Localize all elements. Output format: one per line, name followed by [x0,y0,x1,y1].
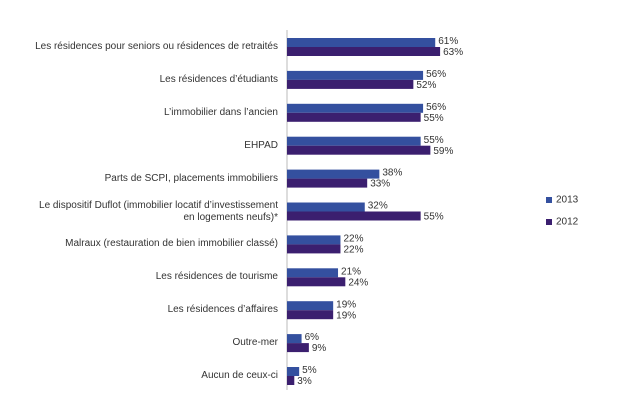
value-label: 55% [424,212,444,223]
category-label-box: Les résidences pour seniors ou résidence… [35,41,278,52]
category-label: Les résidences pour seniors ou résidence… [35,41,278,52]
bar [287,334,302,344]
bar [287,103,424,113]
category-label: Aucun de ceux-ci [201,370,278,381]
value-label: 55% [424,135,444,146]
value-label: 9% [312,343,327,354]
value-label: 61% [438,36,458,47]
category-label-box: Les résidences d’affaires [167,304,278,316]
bar [287,343,309,353]
bar [287,136,421,146]
value-label: 24% [348,277,368,288]
value-label: 5% [302,365,317,376]
category-label: Les résidences d’étudiants [159,73,278,85]
legend-label: 2013 [556,195,579,206]
category-label: Parts de SCPI, placements immobiliers [104,172,278,184]
bar [287,47,441,56]
value-label: 33% [370,179,390,190]
value-label: 6% [305,332,320,343]
category-label-box: Les résidences de tourisme [155,271,278,283]
category-label-box: EHPAD [244,139,278,151]
category-label: Outre-mer [232,337,278,349]
value-label: 38% [382,168,402,179]
category-label: Le dispositif Duflot (immobilier locatif… [39,199,278,223]
value-label: 56% [426,102,446,113]
bar [287,38,436,47]
value-label: 22% [343,245,363,256]
legend-swatch [546,219,552,225]
bar [287,70,424,80]
bar [287,244,341,254]
bar [287,301,334,311]
bar [287,211,421,221]
bar [287,112,421,122]
category-label: Les résidences d’affaires [167,304,278,316]
category-label-box: Le dispositif Duflot (immobilier locatif… [39,199,278,223]
bar [287,178,368,188]
value-label: 55% [424,113,444,124]
bar [287,145,431,155]
bar [287,268,339,278]
value-label: 19% [336,299,356,310]
category-label-box: Les résidences d’étudiants [159,73,278,85]
value-label: 21% [341,266,361,277]
bar [287,202,365,212]
bar [287,376,295,385]
value-label: 19% [336,310,356,321]
category-label-box: Parts de SCPI, placements immobiliers [104,172,278,184]
bar [287,79,414,89]
category-label-box: L’immobilier dans l’ancien [164,106,278,118]
legend-label: 2012 [556,217,579,228]
bar [287,169,380,179]
category-label: Les résidences de tourisme [155,271,278,283]
category-label: EHPAD [244,139,278,151]
category-label-box: Malraux (restauration de bien immobilier… [65,238,278,250]
legend-swatch [546,197,552,203]
bar [287,310,334,320]
category-label: L’immobilier dans l’ancien [164,106,278,118]
category-label-box: Aucun de ceux-ci [201,370,278,381]
value-label: 32% [368,201,388,212]
category-label: Malraux (restauration de bien immobilier… [65,238,278,250]
value-label: 22% [343,234,363,245]
bar [287,235,341,245]
value-label: 56% [426,69,446,80]
category-label-box: Outre-mer [232,337,278,349]
value-label: 3% [297,376,312,387]
bar [287,277,346,287]
bar [287,367,300,376]
value-label: 63% [443,47,463,58]
value-label: 59% [433,146,453,157]
value-label: 52% [416,80,436,91]
